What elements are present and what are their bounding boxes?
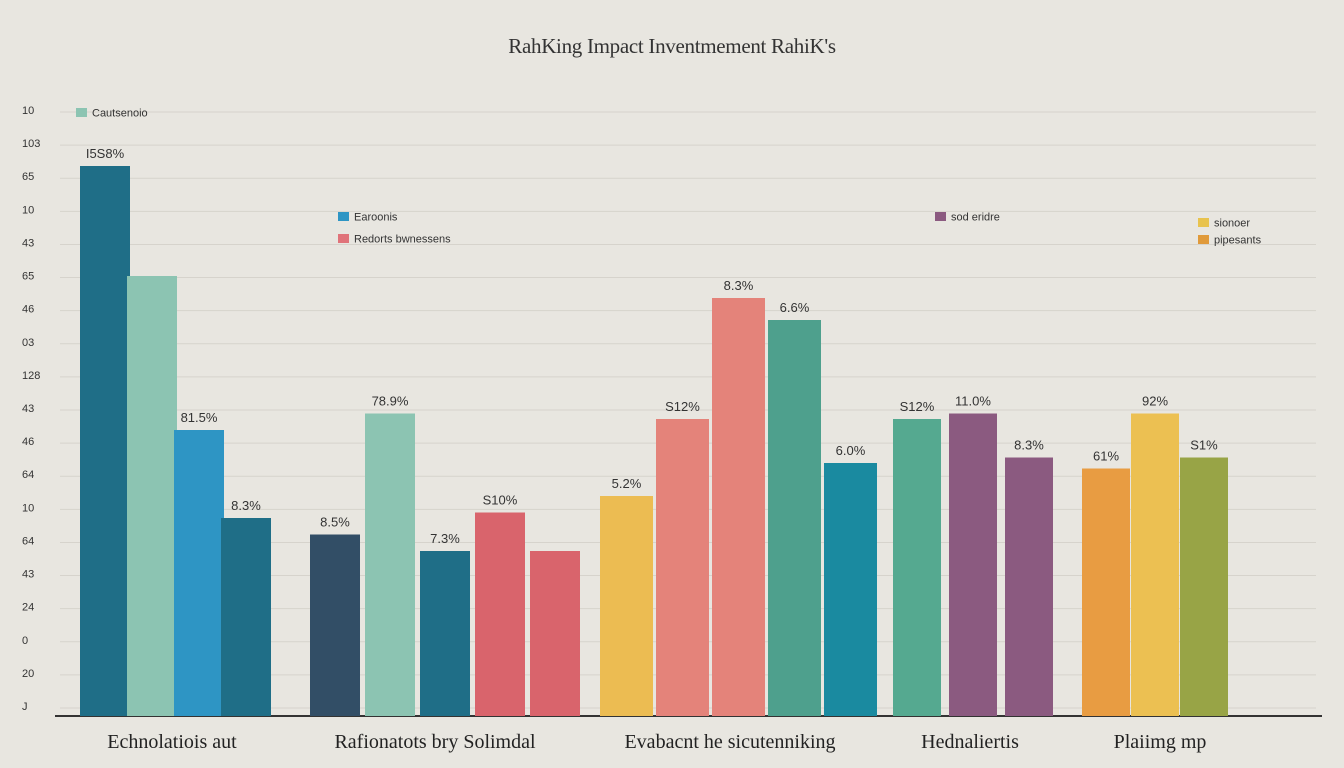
y-tick-label: 0: [22, 635, 28, 647]
category-label: Rafionatots bry Solimdal: [334, 731, 536, 753]
bar: [1005, 457, 1053, 716]
y-tick-label: 03: [22, 337, 34, 349]
bar-data-label: 92%: [1142, 394, 1168, 409]
bar-data-label: S12%: [900, 399, 935, 414]
bar: [656, 419, 709, 716]
bar: [893, 419, 941, 716]
y-tick-label: 65: [22, 171, 34, 183]
bar-data-label: 11.0%: [955, 394, 991, 409]
legend-swatch: [338, 234, 349, 243]
bar-data-label: 81.5%: [181, 410, 218, 425]
bar-data-label: 7.3%: [430, 531, 460, 546]
bar-data-label: 8.3%: [724, 278, 754, 293]
category-label: Hednaliertis: [921, 731, 1019, 753]
legend-label: Cautsenoio: [92, 108, 148, 120]
bar: [420, 551, 470, 716]
y-tick-label: 128: [22, 370, 40, 382]
bar: [221, 518, 271, 716]
bar: [824, 463, 877, 716]
legend-swatch: [338, 212, 349, 221]
bar: [712, 298, 765, 716]
legend-label: Earoonis: [354, 212, 398, 224]
category-label: Echnolatiois aut: [107, 731, 237, 753]
y-tick-label: J: [22, 701, 28, 713]
bar: [1131, 413, 1179, 716]
y-tick-label: 103: [22, 138, 40, 150]
bar-data-label: 5.2%: [612, 476, 642, 491]
y-tick-label: 64: [22, 469, 34, 481]
bar: [949, 413, 997, 716]
category-label: Evabacnt he sicutenniking: [624, 731, 835, 753]
y-tick-label: 10: [22, 502, 34, 514]
bar: [365, 413, 415, 716]
legend-label: Redorts bwnessens: [354, 234, 451, 246]
y-tick-label: 20: [22, 668, 34, 680]
bar: [600, 496, 653, 716]
legend-swatch: [935, 212, 946, 221]
bar-data-label: I5S8%: [86, 146, 125, 161]
y-tick-label: 43: [22, 569, 34, 581]
bar: [310, 534, 360, 716]
y-tick-label: 64: [22, 535, 34, 547]
bar-data-label: S12%: [665, 399, 700, 414]
legend-label: pipesants: [1214, 235, 1262, 247]
bar: [530, 551, 580, 716]
bar-data-label: 8.3%: [231, 498, 261, 513]
bar-data-label: 6.6%: [780, 300, 810, 315]
bar-data-label: 61%: [1093, 449, 1119, 464]
y-tick-label: 10: [22, 204, 34, 216]
chart-title: RahKing Impact Inventmement RahiK's: [508, 34, 836, 58]
bar-data-label: 6.0%: [836, 443, 866, 458]
y-tick-label: 43: [22, 403, 34, 415]
bar: [475, 512, 525, 716]
bar: [1180, 457, 1228, 716]
bar-data-label: 8.5%: [320, 515, 350, 530]
legend-swatch: [1198, 235, 1209, 244]
bar-data-label: S10%: [483, 493, 518, 508]
y-tick-label: 10: [22, 105, 34, 117]
bar: [127, 276, 177, 716]
y-tick-label: 43: [22, 237, 34, 249]
y-tick-label: 24: [22, 602, 34, 614]
y-tick-label: 46: [22, 304, 34, 316]
legend-swatch: [1198, 218, 1209, 227]
legend-label: sionoer: [1214, 218, 1250, 230]
bar: [80, 166, 130, 716]
bar-data-label: 8.3%: [1014, 438, 1044, 453]
bar: [1082, 468, 1130, 716]
bar: [768, 320, 821, 716]
legend-swatch: [76, 108, 87, 117]
y-tick-label: 65: [22, 271, 34, 283]
category-label: Plaiimg mp: [1114, 731, 1207, 753]
bar-data-label: S1%: [1190, 438, 1218, 453]
bar: [174, 430, 224, 716]
bar-data-label: 78.9%: [372, 394, 409, 409]
legend-label: sod eridre: [951, 212, 1000, 224]
y-tick-label: 46: [22, 436, 34, 448]
